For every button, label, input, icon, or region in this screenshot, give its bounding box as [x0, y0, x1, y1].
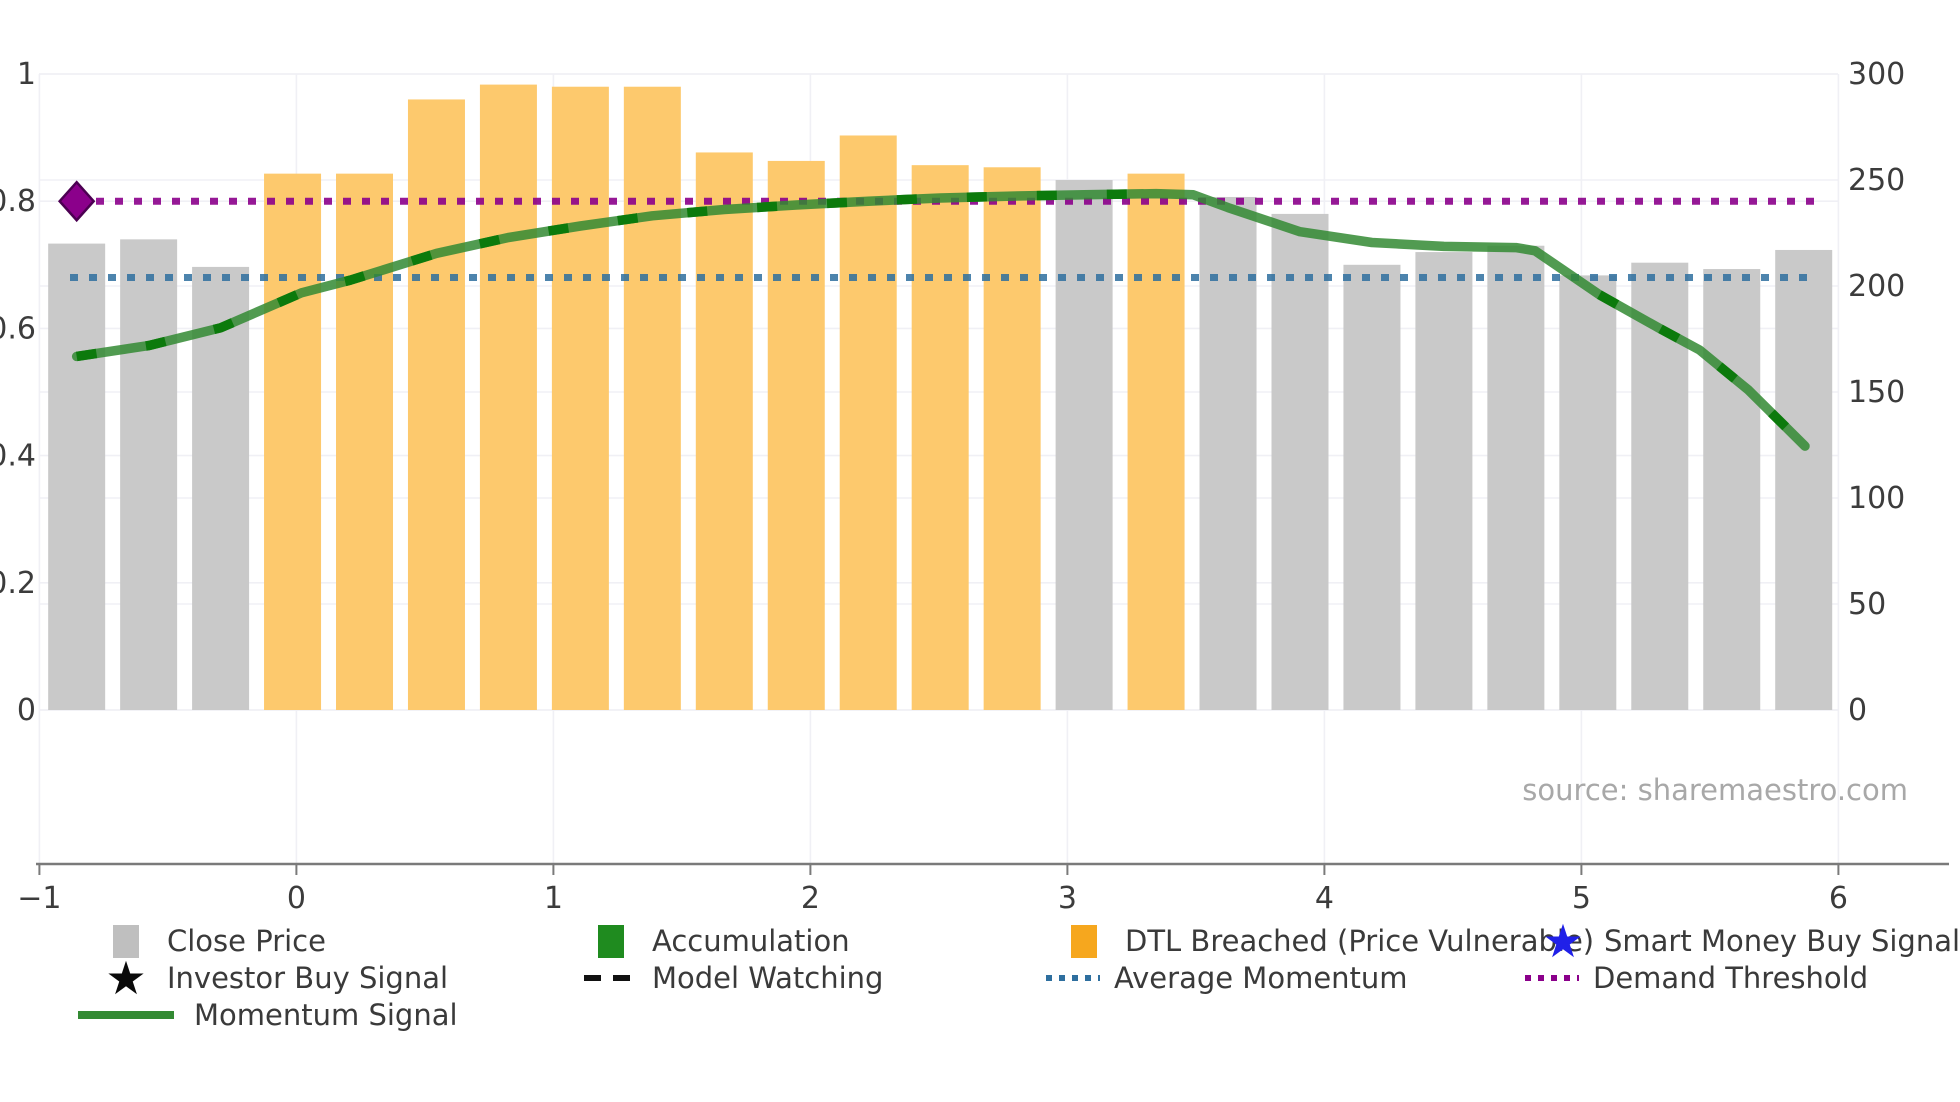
dtl-breached-bar: [551, 86, 609, 711]
x-tick-label: 4: [1315, 881, 1334, 916]
dtl-breached-bar: [336, 173, 394, 710]
dtl-breached-bar: [695, 152, 753, 710]
dtl-breached-bar: [911, 165, 969, 710]
close-price-bar: [1343, 264, 1401, 710]
investor-buy-signal-diamond: [57, 180, 96, 223]
close-price-bar: [120, 239, 178, 711]
right-y-tick-label: 200: [1848, 269, 1905, 304]
close-price-bar: [1415, 252, 1473, 710]
close-price-bar: [1271, 213, 1329, 711]
left-y-tick-label: 1: [17, 57, 36, 92]
left-y-tick-label: 0.4: [0, 439, 36, 474]
dtl-breached-bar: [1127, 173, 1185, 710]
x-tick-label: 6: [1829, 881, 1848, 916]
close-price-bar: [1703, 269, 1761, 710]
model-watching-overlay: [75, 188, 1157, 362]
right-y-tick-label: 0: [1848, 693, 1867, 728]
x-tick-label: 5: [1572, 881, 1591, 916]
x-tick-label: −1: [17, 881, 61, 916]
x-tick-label: 3: [1058, 881, 1077, 916]
close-price-bar: [1055, 180, 1113, 710]
left-y-tick-label: 0.6: [0, 311, 36, 346]
right-y-tick-label: 250: [1848, 163, 1905, 198]
source-attribution: source: sharemaestro.com: [1522, 773, 1908, 807]
close-price-bar: [1775, 249, 1833, 710]
x-tick-label: 0: [287, 881, 306, 916]
left-y-tick-label: 0: [17, 693, 36, 728]
close-price-bar: [48, 243, 106, 710]
dtl-breached-bar: [623, 86, 681, 711]
right-y-tick-label: 50: [1848, 587, 1886, 622]
dtl-breached-bar: [407, 99, 465, 710]
dtl-breached-bar: [264, 173, 322, 710]
dtl-breached-bar: [767, 160, 825, 711]
left-y-tick-label: 0.2: [0, 566, 36, 601]
close-price-bar: [1559, 275, 1617, 710]
close-price-bar: [192, 266, 250, 710]
close-price-bar: [1487, 245, 1545, 710]
x-tick-label: 1: [544, 881, 563, 916]
dtl-breached-bar: [479, 84, 537, 711]
left-y-tick-label: 0.8: [0, 184, 36, 219]
close-price-bar: [1199, 196, 1257, 710]
x-tick-label: 2: [801, 881, 820, 916]
right-y-tick-label: 300: [1848, 57, 1905, 92]
right-y-tick-label: 150: [1848, 375, 1905, 410]
dtl-breached-bar: [983, 167, 1041, 710]
dtl-breached-bar: [839, 135, 897, 711]
right-y-tick-label: 100: [1848, 481, 1905, 516]
